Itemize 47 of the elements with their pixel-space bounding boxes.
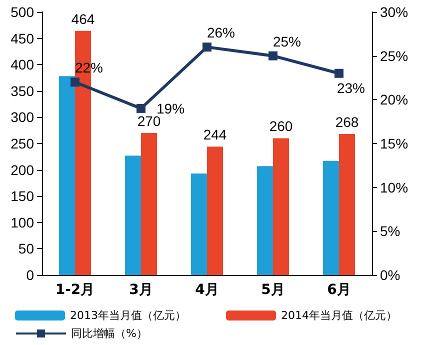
y-tick-label: 350 — [10, 82, 34, 99]
data-label: 464 — [71, 10, 95, 27]
y2-tick-label: 20% — [380, 92, 408, 108]
data-label: 25% — [272, 33, 302, 50]
bar — [59, 76, 75, 275]
data-label: 26% — [206, 24, 236, 41]
y2-tick-label: 15% — [380, 136, 408, 152]
y2-tick-label: 30% — [380, 4, 408, 20]
bar — [125, 156, 141, 275]
legend-label: 2014年当月值（亿元） — [280, 309, 397, 322]
y2-tick-label: 10% — [380, 179, 408, 196]
point — [70, 78, 80, 87]
data-label: 244 — [203, 126, 227, 143]
y-tick-label: 200 — [10, 162, 34, 178]
data-label: 268 — [335, 114, 359, 130]
legend-label: 同比增幅（%） — [71, 327, 148, 340]
x-tick-label: 1-2月 — [55, 282, 95, 298]
y-tick-label: 450 — [10, 30, 34, 46]
bar — [257, 166, 273, 275]
y2-tick-label: 0% — [380, 267, 400, 283]
bar — [191, 173, 207, 275]
y-tick-label: 400 — [10, 56, 34, 73]
bar — [339, 134, 355, 275]
y-tick-label: 500 — [10, 4, 34, 20]
y-tick-label: 100 — [10, 214, 34, 230]
y2-tick-label: 25% — [380, 48, 408, 64]
point — [334, 68, 344, 78]
data-label: 23% — [336, 80, 366, 96]
legend-label: 2013年当月值（亿元） — [70, 309, 186, 322]
point — [268, 51, 278, 60]
x-tick-label: 3月 — [129, 282, 153, 298]
y-tick-label: 300 — [10, 109, 34, 126]
point — [136, 104, 146, 113]
bar — [141, 132, 157, 275]
x-tick-label: 6月 — [327, 282, 351, 298]
x-tick-label: 5月 — [261, 282, 285, 298]
point — [202, 42, 212, 52]
bar — [323, 160, 339, 275]
x-tick-label: 4月 — [195, 282, 219, 298]
y-tick-label: 250 — [10, 136, 34, 152]
bar — [273, 138, 289, 275]
y2-tick-label: 5% — [380, 223, 400, 240]
y-tick-label: 150 — [10, 188, 34, 204]
data-label: 260 — [269, 118, 293, 134]
y-tick-label: 50 — [18, 240, 34, 257]
bar — [207, 146, 223, 275]
y-tick-label: 0 — [26, 267, 34, 283]
